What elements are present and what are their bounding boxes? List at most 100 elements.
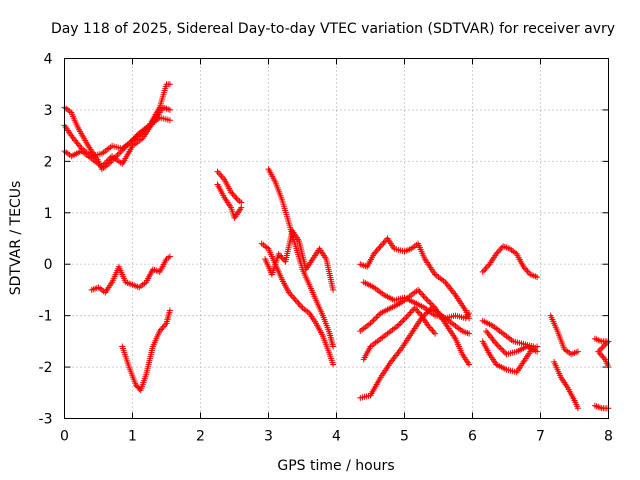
data-point-marker — [466, 361, 473, 368]
series-arc-12 — [360, 304, 439, 363]
data-point-marker — [217, 171, 224, 178]
data-point-marker — [574, 405, 581, 412]
data-point-marker — [416, 288, 423, 295]
series-arc-16 — [483, 328, 541, 358]
series-arc-1c — [61, 104, 173, 170]
data-point-marker — [101, 160, 108, 167]
data-point-marker — [159, 324, 166, 331]
data-point-marker — [534, 343, 541, 350]
data-point-marker — [534, 274, 541, 281]
series-arc-11 — [357, 304, 473, 401]
x-tick-label: 7 — [536, 429, 545, 445]
data-point-marker — [407, 309, 414, 316]
data-point-marker — [136, 132, 143, 139]
data-point-marker — [288, 292, 295, 299]
series-arc-18 — [551, 358, 581, 412]
data-point-marker — [599, 353, 606, 360]
series-arc-13 — [479, 243, 541, 281]
data-point-marker — [100, 162, 107, 169]
data-point-marker — [166, 307, 173, 314]
data-point-marker — [380, 240, 387, 247]
data-markers — [61, 81, 612, 412]
x-tick-label: 3 — [264, 429, 273, 445]
data-point-marker — [415, 309, 422, 316]
data-point-marker — [598, 351, 605, 358]
data-point-marker — [604, 339, 611, 346]
data-point-marker — [602, 341, 609, 348]
data-point-marker — [401, 315, 408, 322]
data-point-marker — [595, 348, 602, 355]
x-tick-label: 2 — [196, 429, 205, 445]
data-point-marker — [103, 159, 110, 166]
data-point-marker — [230, 192, 237, 199]
data-point-marker — [291, 295, 298, 302]
x-tick-labels: 0 1 2 3 4 5 6 7 8 — [60, 429, 613, 445]
series-arc-4a — [214, 168, 245, 206]
data-point-marker — [404, 312, 411, 319]
data-point-marker — [420, 293, 427, 300]
data-point-marker — [428, 326, 435, 333]
data-point-marker — [371, 315, 378, 322]
data-point-marker — [373, 247, 380, 254]
data-point-marker — [524, 268, 531, 275]
grid-lines — [64, 58, 609, 419]
data-point-marker — [330, 343, 337, 350]
y-tick-labels: -3 -2 -1 0 1 2 3 4 — [39, 52, 53, 428]
y-tick-label: -1 — [39, 309, 53, 325]
data-point-marker — [483, 264, 490, 271]
data-point-marker — [499, 346, 506, 353]
data-point-marker — [166, 117, 173, 124]
data-point-marker — [394, 322, 401, 329]
series-arc-2 — [88, 253, 173, 296]
series-arc-15 — [479, 338, 541, 376]
y-tick-label: 0 — [44, 257, 53, 273]
data-point-marker — [479, 268, 486, 275]
data-point-marker — [376, 244, 383, 251]
data-point-marker — [481, 267, 488, 274]
series-arc-10 — [357, 286, 473, 368]
data-point-marker — [502, 349, 509, 356]
data-point-marker — [374, 313, 381, 320]
data-point-marker — [421, 294, 428, 301]
data-point-marker — [534, 348, 541, 355]
data-point-marker — [373, 314, 380, 321]
data-point-marker — [289, 294, 296, 301]
data-point-marker — [232, 193, 239, 200]
x-tick-label: 8 — [604, 429, 613, 445]
data-point-marker — [397, 319, 404, 326]
data-point-marker — [466, 310, 473, 317]
data-point-marker — [408, 308, 415, 315]
data-point-marker — [426, 299, 433, 306]
data-point-marker — [166, 253, 173, 260]
data-point-marker — [367, 320, 374, 327]
series-arc-3 — [119, 307, 173, 394]
data-point-marker — [166, 106, 173, 113]
data-point-marker — [400, 317, 407, 324]
axis-ticks — [64, 58, 609, 419]
data-point-marker — [298, 303, 305, 310]
data-point-marker — [497, 345, 504, 352]
x-tick-label: 1 — [128, 429, 137, 445]
data-point-marker — [496, 247, 503, 254]
data-point-marker — [414, 308, 421, 315]
data-point-marker — [295, 300, 302, 307]
data-point-marker — [406, 311, 413, 318]
data-point-marker — [377, 243, 384, 250]
data-point-marker — [466, 330, 473, 337]
data-point-marker — [294, 298, 301, 305]
data-point-marker — [399, 318, 406, 325]
y-tick-label: 4 — [44, 52, 53, 68]
data-point-marker — [296, 301, 303, 308]
data-point-marker — [427, 300, 434, 307]
data-point-marker — [424, 297, 431, 304]
x-axis-label: GPS time / hours — [277, 458, 394, 474]
series-arc-8 — [357, 235, 473, 322]
data-point-marker — [238, 204, 245, 211]
data-point-marker — [425, 307, 432, 314]
data-point-marker — [419, 291, 426, 298]
data-point-marker — [330, 361, 337, 368]
data-point-marker — [238, 199, 245, 206]
y-tick-label: -2 — [39, 360, 53, 376]
data-point-marker — [596, 350, 603, 357]
